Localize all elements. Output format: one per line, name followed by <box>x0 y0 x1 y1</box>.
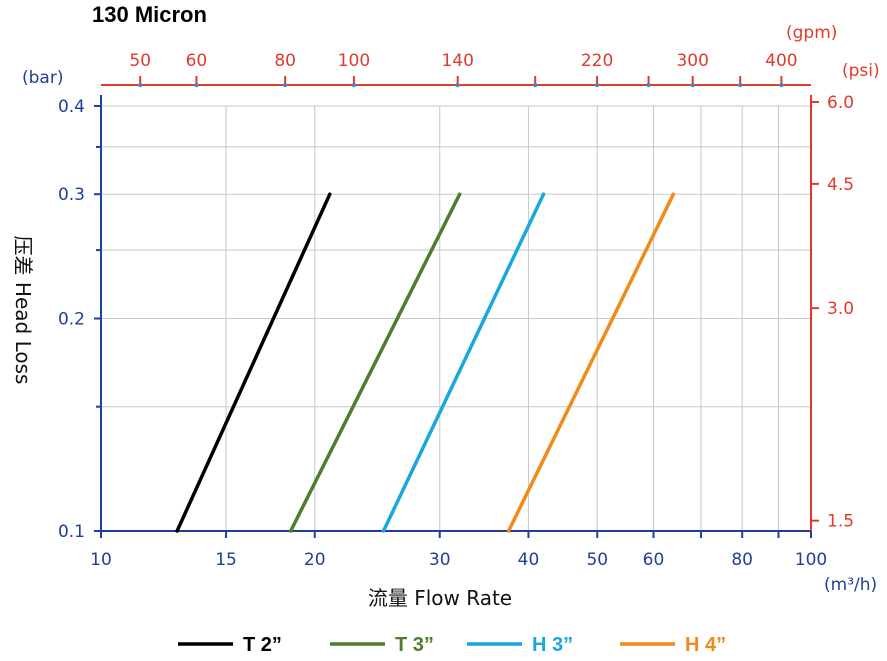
x-axis-title: 流量 Flow Rate <box>368 586 512 610</box>
series-line-2 <box>288 192 462 533</box>
x-tick-label: 100 <box>795 550 827 570</box>
x-tick-label: 30 <box>429 550 451 570</box>
x-axis-unit: (m³/h) <box>824 575 877 595</box>
top-tick-dot <box>779 82 784 88</box>
top-tick-label: 100 <box>338 51 370 71</box>
top-tick-dot <box>594 82 600 88</box>
top-tick-dot <box>455 82 460 88</box>
top-tick-label: 300 <box>676 51 708 71</box>
top-tick-dot <box>282 82 288 88</box>
y-tick-label: 0.3 <box>58 185 85 205</box>
top-tick-dot <box>738 82 743 88</box>
series-line-1 <box>175 192 332 533</box>
x-tick-label: 60 <box>643 550 665 570</box>
top-tick-dot <box>690 82 695 88</box>
x-tick-label: 15 <box>215 550 237 570</box>
top-tick-label: 220 <box>581 51 613 71</box>
top-tick-dot <box>646 82 651 88</box>
chart-title: 130 Micron <box>92 2 207 27</box>
series-line-3 <box>381 192 546 533</box>
x-tick-label: 20 <box>304 550 326 570</box>
legend: T 2” T 3” H 3” H 4” <box>178 634 726 656</box>
y-axis-unit: (bar) <box>22 68 63 88</box>
legend-label: H 4” <box>685 634 726 656</box>
y-tick-label: 0.4 <box>58 97 85 117</box>
right-tick-label: 4.5 <box>827 175 854 195</box>
grid <box>101 105 811 531</box>
y-tick-label: 0.2 <box>58 310 85 330</box>
top-tick-dot <box>532 82 538 88</box>
legend-label: H 3” <box>532 634 573 656</box>
series-lines <box>175 192 676 533</box>
x-tick-label: 10 <box>90 550 112 570</box>
top-tick-label: 60 <box>186 51 208 71</box>
top-tick-label: 80 <box>274 51 296 71</box>
right-tick-label: 6.0 <box>827 93 854 113</box>
top-tick-label: 400 <box>765 51 797 71</box>
legend-label: T 2” <box>243 634 282 656</box>
x-tick-label: 40 <box>518 550 540 570</box>
x-tick-label: 80 <box>731 550 753 570</box>
y-axis-title: 压差 Head Loss <box>11 236 35 385</box>
y-tick-label: 0.1 <box>58 522 85 542</box>
right-tick-label: 1.5 <box>827 512 854 532</box>
top-tick-dot <box>138 82 143 88</box>
top-tick-dot <box>351 82 357 88</box>
axes: 10 15 20 30 40 50 60 80 100 0.1 0.2 0.3 0.4 50 60 80 100… <box>58 51 854 570</box>
top-axis-unit: (gpm) <box>786 23 837 43</box>
top-tick-dot <box>194 82 199 88</box>
series-line-4 <box>506 192 676 533</box>
right-tick-label: 3.0 <box>827 299 854 319</box>
x-tick-label: 50 <box>586 550 608 570</box>
legend-label: T 3” <box>395 634 434 656</box>
right-axis-unit: (psi) <box>842 61 880 81</box>
top-tick-label: 50 <box>129 51 151 71</box>
top-tick-label: 140 <box>441 51 473 71</box>
